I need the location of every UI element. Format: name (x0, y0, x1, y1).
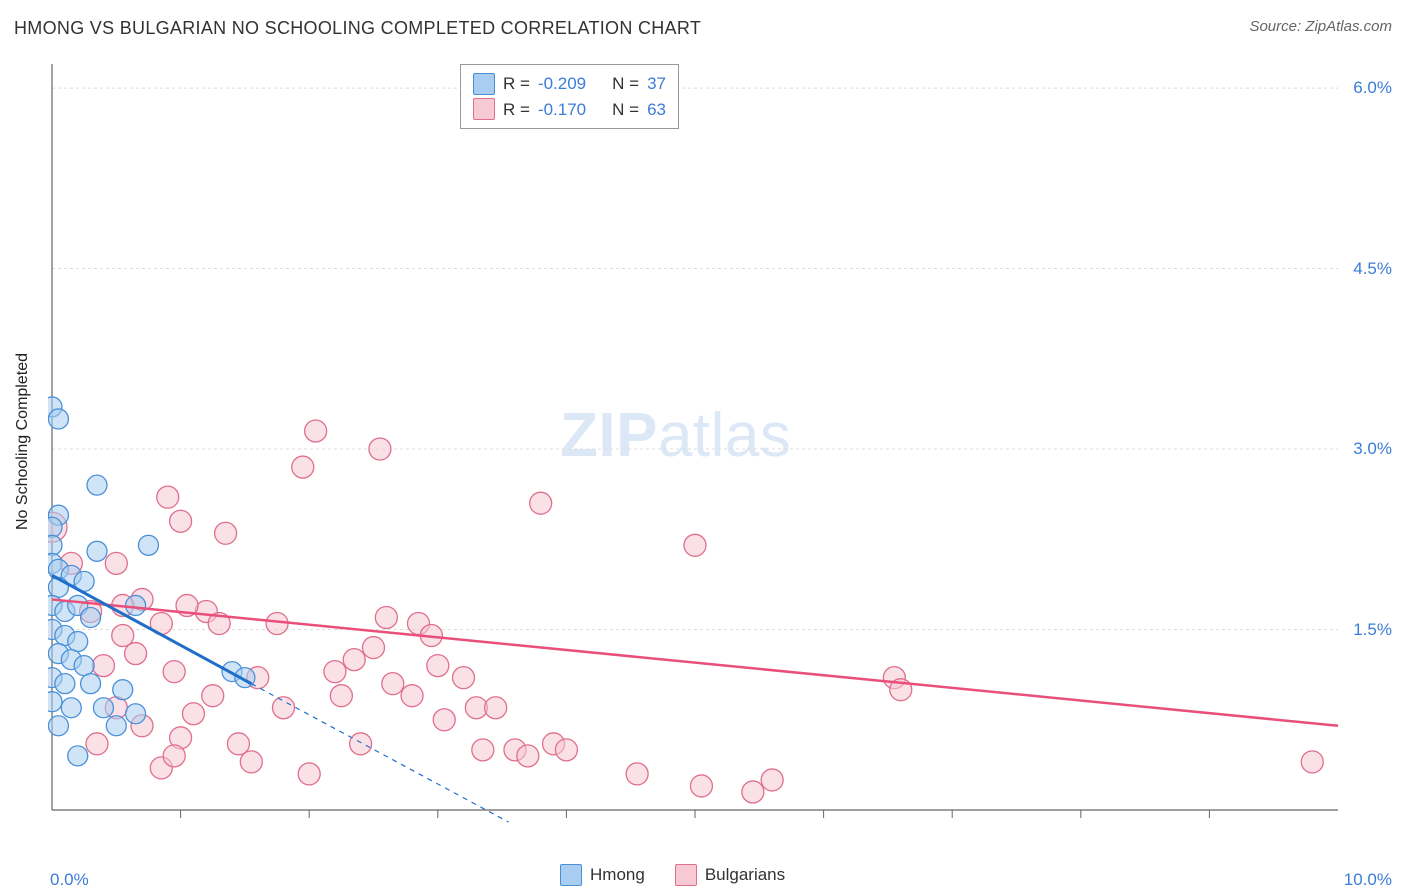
point-bulgarian (485, 697, 507, 719)
y-tick-label: 4.5% (1353, 259, 1392, 279)
point-bulgarian (170, 510, 192, 532)
y-tick-label: 3.0% (1353, 439, 1392, 459)
point-bulgarian (305, 420, 327, 442)
point-hmong (48, 692, 62, 712)
point-bulgarian (202, 685, 224, 707)
point-hmong (126, 595, 146, 615)
point-hmong (113, 680, 133, 700)
r-label: R = (503, 97, 530, 123)
point-bulgarian (690, 775, 712, 797)
point-bulgarian (343, 649, 365, 671)
stats-row-hmong: R = -0.209 N = 37 (473, 71, 666, 97)
y-tick-label: 1.5% (1353, 620, 1392, 640)
title-bar: HMONG VS BULGARIAN NO SCHOOLING COMPLETE… (14, 18, 1392, 48)
point-bulgarian (517, 745, 539, 767)
swatch-bulg (473, 98, 495, 120)
swatch-hmong (473, 73, 495, 95)
point-bulgarian (363, 637, 385, 659)
stats-legend: R = -0.209 N = 37 R = -0.170 N = 63 (460, 64, 679, 129)
point-bulgarian (86, 733, 108, 755)
point-hmong (138, 535, 158, 555)
swatch-bulg (675, 864, 697, 886)
point-bulgarian (453, 667, 475, 689)
n-label: N = (612, 97, 639, 123)
legend-item-bulg: Bulgarians (675, 864, 785, 886)
n-value-hmong: 37 (647, 71, 666, 97)
point-bulgarian (472, 739, 494, 761)
legend-label-hmong: Hmong (590, 865, 645, 885)
point-hmong (61, 698, 81, 718)
point-bulgarian (350, 733, 372, 755)
point-bulgarian (1301, 751, 1323, 773)
point-bulgarian (125, 643, 147, 665)
point-bulgarian (401, 685, 423, 707)
point-hmong (126, 704, 146, 724)
point-bulgarian (382, 673, 404, 695)
point-hmong (106, 716, 126, 736)
point-bulgarian (433, 709, 455, 731)
r-value-bulg: -0.170 (538, 97, 586, 123)
point-bulgarian (684, 534, 706, 556)
point-bulgarian (182, 703, 204, 725)
point-hmong (48, 716, 68, 736)
point-hmong (55, 674, 75, 694)
point-bulgarian (240, 751, 262, 773)
point-bulgarian (427, 655, 449, 677)
point-bulgarian (555, 739, 577, 761)
legend-label-bulg: Bulgarians (705, 865, 785, 885)
point-bulgarian (298, 763, 320, 785)
point-bulgarian (324, 661, 346, 683)
x-max-label: 10.0% (1344, 870, 1392, 890)
swatch-hmong (560, 864, 582, 886)
point-bulgarian (330, 685, 352, 707)
point-hmong (68, 746, 88, 766)
chart-container: HMONG VS BULGARIAN NO SCHOOLING COMPLETE… (0, 0, 1406, 892)
x-min-label: 0.0% (50, 870, 89, 890)
point-hmong (48, 535, 62, 555)
chart-svg (48, 60, 1388, 850)
point-bulgarian (163, 661, 185, 683)
point-hmong (87, 475, 107, 495)
point-bulgarian (742, 781, 764, 803)
n-value-bulg: 63 (647, 97, 666, 123)
point-bulgarian (626, 763, 648, 785)
point-bulgarian (375, 606, 397, 628)
bottom-legend: Hmong Bulgarians (560, 864, 785, 886)
point-bulgarian (292, 456, 314, 478)
point-bulgarian (105, 552, 127, 574)
point-hmong (68, 632, 88, 652)
point-bulgarian (272, 697, 294, 719)
legend-item-hmong: Hmong (560, 864, 645, 886)
point-hmong (81, 607, 101, 627)
chart-title: HMONG VS BULGARIAN NO SCHOOLING COMPLETE… (14, 18, 701, 38)
point-hmong (87, 541, 107, 561)
point-bulgarian (215, 522, 237, 544)
point-bulgarian (157, 486, 179, 508)
point-bulgarian (163, 745, 185, 767)
point-bulgarian (92, 655, 114, 677)
r-label: R = (503, 71, 530, 97)
point-bulgarian (761, 769, 783, 791)
point-hmong (93, 698, 113, 718)
n-label: N = (612, 71, 639, 97)
point-hmong (48, 409, 68, 429)
point-bulgarian (369, 438, 391, 460)
r-value-hmong: -0.209 (538, 71, 586, 97)
source-attribution: Source: ZipAtlas.com (1249, 18, 1392, 35)
stats-row-bulg: R = -0.170 N = 63 (473, 97, 666, 123)
y-tick-label: 6.0% (1353, 78, 1392, 98)
point-hmong (48, 517, 62, 537)
point-hmong (81, 674, 101, 694)
y-axis-label: No Schooling Completed (14, 353, 32, 530)
point-bulgarian (530, 492, 552, 514)
point-hmong (74, 656, 94, 676)
